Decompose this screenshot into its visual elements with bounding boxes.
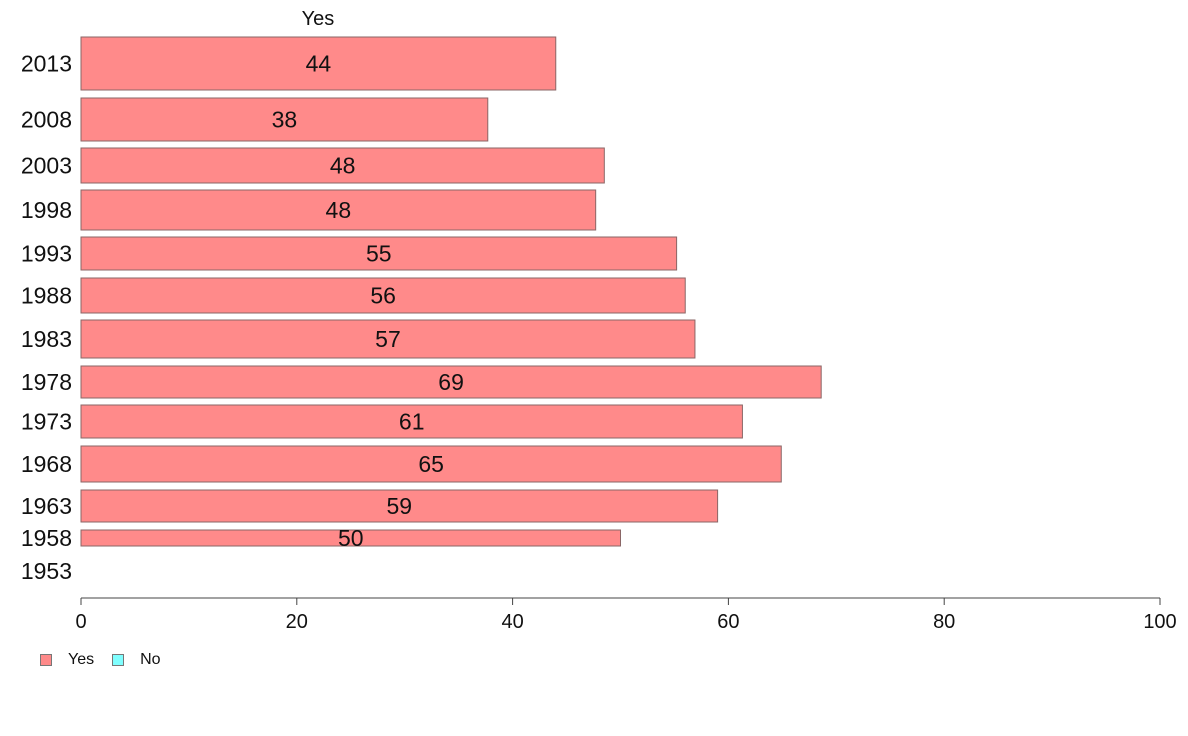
- bar-yes-2003: [80, 147, 605, 184]
- category-label-1973: 1973: [21, 409, 72, 435]
- value-label-1978: 69: [438, 369, 464, 395]
- legend-item-no: No: [112, 651, 161, 669]
- category-label-2013: 2013: [21, 51, 72, 77]
- bar-yes-1963: [80, 489, 719, 523]
- value-label-1983: 57: [375, 326, 401, 352]
- bars-group: 2013 44 2008 38 2003 48 1998 48 1993 55 1988 56 1983…: [21, 36, 822, 584]
- category-label-1988: 1988: [21, 283, 72, 309]
- x-axis: 0 20 40 60 80 100: [75, 597, 1177, 633]
- bar-yes-1988: [80, 277, 686, 314]
- bar-yes-2008: [80, 97, 489, 142]
- category-label-1958: 1958: [21, 525, 72, 551]
- category-label-1993: 1993: [21, 241, 72, 267]
- bar-yes-2013: [80, 36, 557, 91]
- value-label-1993: 55: [366, 241, 392, 267]
- value-label-2003: 48: [330, 153, 356, 179]
- bar-yes-1978: [80, 365, 822, 399]
- legend-label-yes: Yes: [68, 651, 95, 668]
- legend-item-yes: Yes: [40, 651, 94, 669]
- panel-title: Yes: [302, 8, 335, 30]
- value-label-1998: 48: [326, 197, 352, 223]
- x-tick-label-60: 60: [717, 611, 739, 633]
- category-label-1968: 1968: [21, 451, 72, 477]
- bar-yes-1998: [80, 189, 597, 231]
- category-label-1998: 1998: [21, 197, 72, 223]
- category-label-1978: 1978: [21, 369, 72, 395]
- bar-yes-1968: [80, 445, 782, 483]
- bar-yes-1958: [80, 529, 621, 547]
- x-tick-label-80: 80: [933, 611, 955, 633]
- category-label-1963: 1963: [21, 493, 72, 519]
- x-tick-label-40: 40: [501, 611, 523, 633]
- x-tick-label-100: 100: [1143, 611, 1176, 633]
- value-label-2008: 38: [272, 107, 298, 133]
- category-label-2003: 2003: [21, 153, 72, 179]
- category-label-2008: 2008: [21, 107, 72, 133]
- category-label-1953: 1953: [21, 558, 72, 584]
- legend-swatch-yes: [40, 654, 52, 666]
- value-label-1973: 61: [399, 409, 425, 435]
- value-label-1968: 65: [418, 451, 444, 477]
- value-label-2013: 44: [306, 51, 332, 77]
- category-label-1983: 1983: [21, 326, 72, 352]
- legend-swatch-no: [112, 654, 125, 666]
- bar-yes-1973: [80, 404, 743, 439]
- x-tick-label-0: 0: [75, 611, 86, 633]
- x-tick-label-20: 20: [286, 611, 308, 633]
- legend: Yes No: [40, 651, 179, 669]
- value-label-1988: 56: [370, 283, 396, 309]
- value-label-1963: 59: [387, 493, 413, 519]
- value-label-1958: 50: [338, 525, 364, 551]
- bar-yes-1993: [80, 236, 678, 271]
- legend-label-no: No: [140, 651, 161, 668]
- bar-yes-1983: [80, 319, 696, 359]
